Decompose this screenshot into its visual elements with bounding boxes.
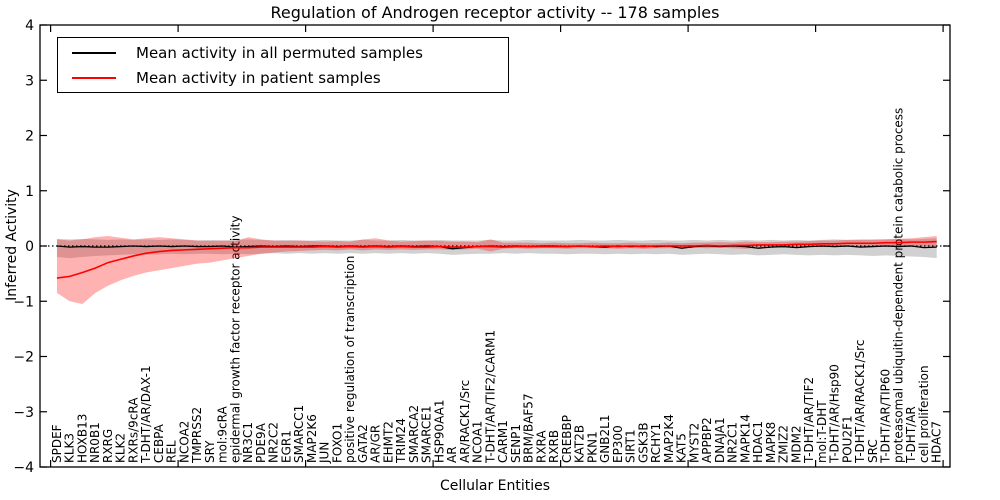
x-tick-label: KAT5 (675, 433, 689, 463)
x-tick-label: KLK2 (114, 433, 128, 463)
x-tick-label: JUN (318, 442, 332, 464)
y-tick-label: −4 (13, 460, 34, 476)
x-tick-label: CARM1 (496, 420, 510, 463)
x-tick-label: RCHY1 (649, 423, 663, 463)
x-tick-label: T-DHT/AR/TIP60 (879, 369, 893, 464)
x-tick-label: T-DHT/AR (904, 406, 918, 464)
x-tick-label: SRY (203, 440, 217, 463)
x-tick-label: GATA2 (356, 424, 370, 463)
x-tick-label: MYST2 (687, 423, 701, 463)
x-tick-label: NCOA1 (471, 421, 485, 463)
x-axis-label: Cellular Entities (439, 478, 551, 494)
x-tick-label: HSP90AA1 (432, 399, 446, 463)
legend: Mean activity in all permuted samples Me… (57, 37, 509, 93)
x-tick-label: NR2C2 (267, 422, 281, 463)
x-tick-label: RXRs/9cRA (126, 397, 140, 463)
x-tick-label: MAPK8 (764, 422, 778, 463)
x-tick-label: ZMIZ2 (777, 425, 791, 463)
y-axis-label: Inferred Activity (4, 189, 20, 301)
x-tick-label: T-DHT/AR/DAX-1 (139, 365, 153, 464)
x-tick-label: APPBP2 (700, 417, 714, 463)
x-tick-label: RXRG (101, 429, 115, 463)
y-tick-label: 1 (25, 184, 34, 200)
x-tick-label: SIRT1 (624, 429, 638, 463)
x-tick-label: PKN1 (585, 431, 599, 463)
x-tick-label: cell proliferation (917, 365, 931, 463)
x-tick-label: SMARCC1 (292, 405, 306, 463)
x-tick-label: EGR1 (279, 430, 293, 463)
legend-entry-patient: Mean activity in patient samples (58, 69, 508, 87)
x-tick-label: T-DHT/AR/Hsp90 (828, 364, 842, 464)
y-tick-label: −1 (13, 294, 34, 310)
x-tick-label: NR2C1 (726, 422, 740, 463)
x-tick-label: mol:9cRA (216, 406, 230, 463)
x-tick-label: POU2F1 (840, 415, 854, 463)
x-tick-label: epidermal growth factor receptor activit… (228, 216, 242, 463)
x-tick-label: MAP2K6 (305, 414, 319, 463)
x-tick-label: NR0B1 (88, 422, 102, 463)
legend-line-swatch-permuted (72, 51, 116, 54)
permuted-band (56, 238, 937, 259)
chart-title: Regulation of Androgen receptor activity… (270, 3, 720, 22)
x-tick-label: positive regulation of transcription (343, 256, 357, 463)
x-tick-label: GNB2L1 (598, 415, 612, 463)
x-tick-label: AR/GR (369, 425, 383, 463)
legend-label-patient: Mean activity in patient samples (136, 68, 381, 87)
x-tick-label: MAPK14 (738, 414, 752, 463)
x-tick-label: SRC (866, 439, 880, 463)
x-tick-label: AR (445, 446, 459, 463)
x-tick-label: NR3C1 (241, 422, 255, 463)
x-tick-label: SMARCE1 (420, 405, 434, 463)
x-tick-label: HOXB13 (75, 414, 89, 463)
x-tick-label: RXRB (547, 430, 561, 463)
y-tick-label: −3 (13, 405, 34, 421)
x-tick-label: TMPRSS2 (190, 407, 204, 464)
y-tick-label: 3 (25, 73, 34, 89)
x-tick-label: SMARCA2 (407, 405, 421, 463)
x-tick-label: REL (165, 440, 179, 463)
legend-label-permuted: Mean activity in all permuted samples (136, 43, 423, 62)
y-tick-label: 2 (25, 129, 34, 145)
x-tick-label: KAT2B (573, 425, 587, 463)
x-tick-label: T-DHT/AR/TIF2/CARM1 (483, 330, 497, 464)
x-tick-label: BRM/BAF57 (522, 393, 536, 463)
x-tick-label: SENP1 (509, 424, 523, 463)
legend-line-swatch-patient (72, 76, 116, 79)
x-tick-label: GSK3B (636, 422, 650, 463)
y-tick-label: 0 (25, 239, 34, 255)
x-tick-label: MAP2K4 (662, 414, 676, 463)
x-tick-label: HDAC1 (751, 421, 765, 463)
x-tick-label: CREBBP (560, 415, 574, 463)
x-tick-label: CEBPA (152, 423, 166, 463)
x-tick-label: RXRA (534, 430, 548, 463)
x-tick-label: SPDEF (50, 424, 64, 463)
x-tick-label: MDM2 (789, 425, 803, 463)
x-tick-label: PDE9A (254, 422, 268, 463)
x-tick-label: T-DHT/AR/RACK1/Src (853, 340, 867, 464)
x-tick-label: KLK3 (63, 433, 77, 463)
x-tick-label: EP300 (611, 425, 625, 463)
x-tick-label: proteasomal ubiquitin-dependent protein … (891, 108, 905, 463)
y-tick-label: −2 (13, 350, 34, 366)
y-tick-label: 4 (25, 18, 34, 34)
patient-mean-line (56, 240, 937, 279)
x-tick-label: FOXO1 (330, 423, 344, 463)
x-tick-label: mol:T-DHT (815, 400, 829, 463)
x-tick-label: DNAJA1 (713, 417, 727, 463)
legend-entry-permuted: Mean activity in all permuted samples (58, 44, 508, 62)
x-tick-label: AR/RACK1/Src (458, 380, 472, 463)
x-tick-label: HDAC7 (930, 421, 944, 463)
x-tick-label: EHMT2 (381, 421, 395, 463)
x-tick-label: NCOA2 (177, 421, 191, 463)
x-tick-label: T-DHT/AR/TIF2 (802, 377, 816, 464)
x-tick-label: TRIM24 (394, 418, 408, 464)
